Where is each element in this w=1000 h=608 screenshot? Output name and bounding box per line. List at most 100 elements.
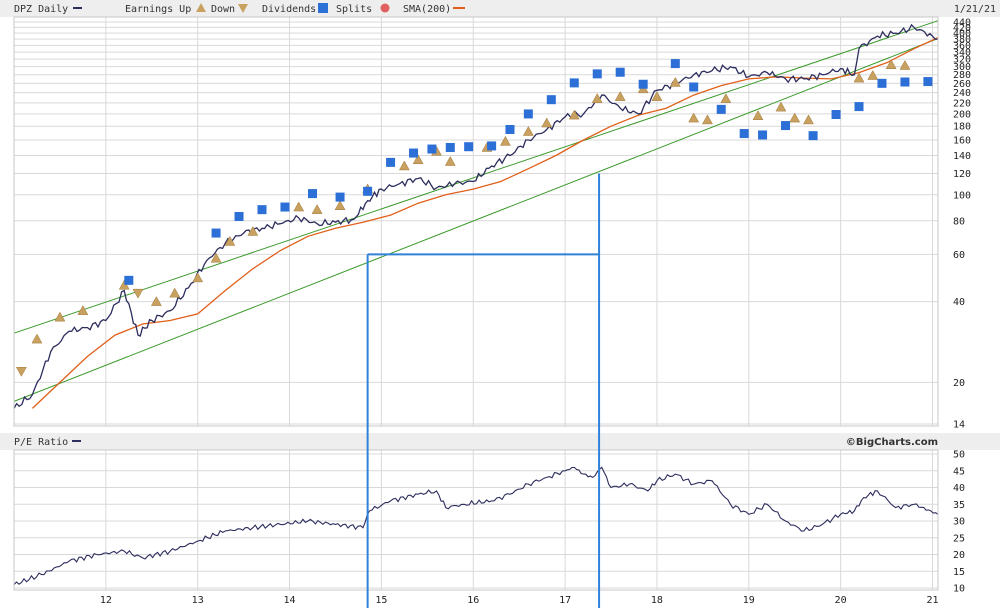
earnings-up-marker xyxy=(688,112,700,123)
dividend-marker xyxy=(592,69,602,79)
sma-label: SMA(200) xyxy=(403,4,451,15)
triangle-down-icon xyxy=(238,4,248,13)
earnings-up-marker xyxy=(702,114,713,125)
earnings-up-marker xyxy=(169,287,181,298)
dividend-marker xyxy=(124,275,134,285)
earnings-up-marker xyxy=(541,117,553,128)
price-y-tick-label: 160 xyxy=(953,135,971,146)
dividend-D-icon xyxy=(318,3,328,13)
dividend-marker xyxy=(234,211,244,221)
dividend-marker xyxy=(308,189,318,199)
pe-y-tick-label: 40 xyxy=(953,483,965,494)
pe-y-tick-label: 30 xyxy=(953,517,965,528)
dividend-marker xyxy=(546,95,556,105)
dividend-marker xyxy=(487,141,497,151)
pe-y-axis: 10 15 20 25 30 35 40 45 50 xyxy=(953,450,965,595)
price-y-tick-label: 40 xyxy=(953,297,965,308)
x-tick-label: 20 xyxy=(835,595,847,606)
event-markers xyxy=(15,59,933,377)
x-tick-label: 12 xyxy=(100,595,112,606)
price-y-tick-label: 140 xyxy=(953,151,971,162)
triangle-up-icon xyxy=(196,3,206,12)
earnings-up-marker xyxy=(499,135,511,146)
dividend-marker xyxy=(211,228,221,238)
price-y-tick-label: 220 xyxy=(953,98,971,109)
earnings-label: Earnings Up xyxy=(125,4,191,15)
price-y-tick-label: 180 xyxy=(953,122,971,133)
dividend-marker xyxy=(689,82,699,92)
price-y-tick-label: 320 xyxy=(953,55,971,66)
trend-line xyxy=(13,20,939,334)
price-legend: DPZ Daily Earnings Up Down Dividends Spl… xyxy=(14,3,996,15)
pe-grid xyxy=(14,450,938,590)
price-y-tick-label: 260 xyxy=(953,79,971,90)
dividend-marker xyxy=(758,130,768,140)
credit-label: ©BigCharts.com xyxy=(846,437,938,448)
pe-y-tick-label: 50 xyxy=(953,450,965,461)
price-y-tick-label: 120 xyxy=(953,169,971,180)
earnings-up-marker xyxy=(853,72,865,83)
dividend-marker xyxy=(464,142,474,152)
earnings-up-marker xyxy=(789,112,801,123)
earnings-up-marker xyxy=(752,110,764,120)
price-y-tick-label: 80 xyxy=(953,216,965,227)
dividend-marker xyxy=(781,121,791,131)
ticker-label: DPZ Daily xyxy=(14,4,68,15)
dividend-marker xyxy=(409,148,419,158)
earnings-down-marker xyxy=(15,367,27,377)
splits-label: Splits xyxy=(336,4,372,15)
price-y-tick-label: 240 xyxy=(953,88,971,99)
earnings-up-marker xyxy=(210,252,222,263)
earnings-up-marker xyxy=(247,225,259,236)
x-tick-label: 14 xyxy=(284,595,296,606)
x-tick-label: 13 xyxy=(192,595,204,606)
price-y-tick-label: 400 xyxy=(953,29,971,40)
dividend-marker xyxy=(427,144,437,154)
price-y-tick-label: 360 xyxy=(953,41,971,52)
split-circle-icon xyxy=(380,3,390,13)
pe-y-tick-label: 10 xyxy=(953,584,965,595)
dividends-label: Dividends xyxy=(262,4,316,15)
dividend-marker xyxy=(854,102,864,112)
price-y-tick-label: 200 xyxy=(953,109,971,120)
dividend-marker xyxy=(638,79,648,89)
dividend-marker xyxy=(335,192,345,202)
x-tick-label: 17 xyxy=(559,595,571,606)
x-tick-label: 18 xyxy=(651,595,663,606)
dividend-marker xyxy=(923,77,933,87)
earnings-up-marker xyxy=(885,59,897,69)
price-series xyxy=(13,23,939,409)
date-label: 1/21/21 xyxy=(954,4,996,15)
earnings-up-marker xyxy=(591,93,603,103)
earnings-up-marker xyxy=(803,114,814,125)
price-y-tick-label: 20 xyxy=(953,378,965,389)
price-y-tick-label: 380 xyxy=(953,35,971,46)
earnings-up-marker xyxy=(224,235,236,246)
price-y-tick-label: 14 xyxy=(953,420,965,431)
price-y-tick-label: 440 xyxy=(953,18,971,29)
sma-line xyxy=(31,37,939,409)
pe-y-tick-label: 45 xyxy=(953,466,965,477)
x-tick-label: 16 xyxy=(467,595,479,606)
x-axis: 12 13 14 15 16 17 18 19 20 21 xyxy=(100,595,939,606)
dividend-marker xyxy=(523,109,533,119)
dividend-marker xyxy=(569,78,579,88)
earnings-up-marker xyxy=(522,126,534,136)
earnings-up-marker xyxy=(614,91,626,101)
dividend-marker xyxy=(900,77,910,87)
pe-y-tick-label: 15 xyxy=(953,567,965,578)
dividend-marker xyxy=(808,131,818,141)
earnings-up-marker xyxy=(77,305,89,315)
earnings-up-marker xyxy=(398,160,410,171)
earnings-up-marker xyxy=(669,76,681,87)
x-tick-label: 15 xyxy=(375,595,387,606)
x-tick-label: 21 xyxy=(926,595,938,606)
projection-lines xyxy=(366,173,601,608)
price-y-tick-label: 300 xyxy=(953,62,971,73)
pe-label: P/E Ratio xyxy=(14,437,68,448)
pe-y-tick-label: 25 xyxy=(953,533,965,544)
price-y-tick-label: 420 xyxy=(953,23,971,34)
price-y-axis: 14 20 40 60 80 100 120 140 160 180 200220240260280… xyxy=(953,18,971,431)
earnings-up-marker xyxy=(54,311,66,322)
